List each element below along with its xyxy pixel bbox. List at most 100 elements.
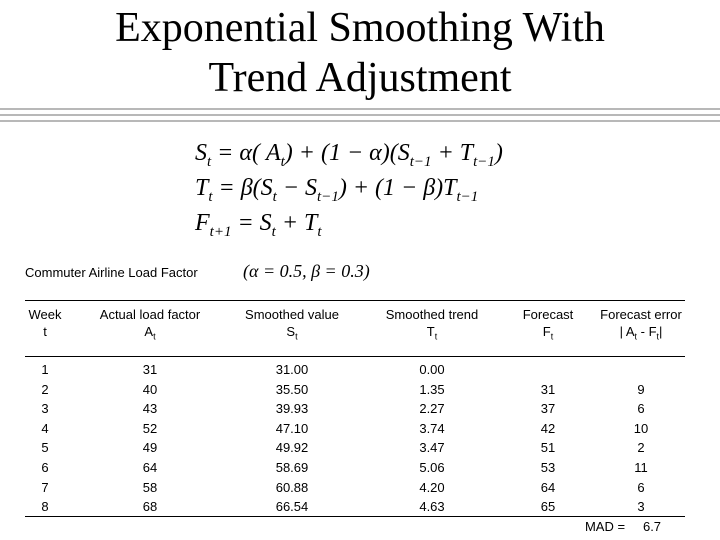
header-cell: t [43,324,47,339]
table-cell: 58 [142,479,158,495]
table-caption: Commuter Airline Load Factor [25,265,198,280]
text-run: F [195,210,210,236]
table-cell: 3.47 [419,440,445,456]
table-cell: 40 [142,381,158,397]
table-cell: 4.63 [419,499,445,515]
table-cell: 2.27 [419,401,445,417]
table-cell: 51 [540,440,556,456]
text-run: ) [494,140,503,166]
header-cell: Forecast error [600,307,682,322]
table-cell: 2 [41,381,49,397]
text-run: t [43,324,47,339]
text-run: | A [619,324,635,339]
header-cell: St [286,324,297,342]
table-cell: 4 [41,420,49,436]
text-run: T [426,324,435,339]
table-cell: 5.06 [419,460,445,475]
table-cell: 8 [41,499,49,515]
table-cell: 42 [540,420,556,436]
header-cell: Week [28,307,62,322]
table-cell: 58.69 [275,460,309,475]
table-cell: 2 [637,440,645,456]
table-cell: 35.50 [275,381,309,397]
table-cell: 9 [637,381,645,397]
subscript: t [153,331,156,342]
rule [25,300,685,301]
table-cell: 10 [633,420,649,436]
table-cell: 6 [637,479,645,495]
table-cell: 6 [41,460,49,475]
decor-line [0,108,720,110]
header-cell: Actual load factor [99,307,201,322]
text-run: − S [276,175,318,201]
subscript: t [295,331,298,342]
subscript: t−1 [456,188,479,205]
table-cell: 31.00 [275,362,309,377]
table-cell: 3 [41,401,49,417]
table-cell: 31 [142,362,158,377]
subscript: t [271,223,276,240]
table-cell: 6 [637,401,645,417]
rule [25,516,685,517]
table-cell: 60.88 [275,479,309,495]
subscript: t−1 [473,153,495,170]
mad-label: MAD = [584,519,626,534]
table-cell: 47.10 [275,420,309,436]
table-cell: 49 [142,440,158,456]
table-cell: 49.92 [275,440,309,456]
text-run: = α( A [211,140,281,166]
table-cell: 64 [142,460,158,475]
text-run: T [195,175,209,201]
text-run: S [195,140,207,166]
table-cell: 11 [634,460,648,475]
table-cell: 65 [540,499,556,515]
table-cell: 66.54 [275,499,309,515]
table-cell: 39.93 [275,401,309,417]
text-run: - F [637,324,657,339]
table-cell: 1 [41,362,49,377]
subscript: t [272,188,277,205]
table-cell: 1.35 [419,381,445,397]
subscript: t [634,331,638,342]
subscript: t [280,153,285,170]
text-run: F [542,324,551,339]
decor-line [0,120,720,122]
text-run: S [286,324,296,339]
table-cell: 5 [41,440,49,456]
header-cell: At [144,324,155,342]
formula: St = α( At) + (1 − α)(St−1 + Tt−1) [195,140,503,171]
text-run: | [659,324,663,339]
text-run: A [144,324,154,339]
mad-value: 6.7 [642,519,662,534]
subscript: t [550,331,554,342]
header-cell: Smoothed value [245,307,339,322]
table-cell: 4.20 [419,479,445,495]
table-cell: 53 [540,460,556,475]
rule [25,356,685,357]
text-run: = S [231,210,272,236]
table-cell: 0.00 [419,362,445,377]
subscript: t [434,331,438,342]
text-run: + T [275,210,318,236]
text-run: = β(S [212,175,273,201]
subscript: t [207,153,212,170]
formula: Tt = β(St − St−1) + (1 − β)Tt−1 [195,175,478,206]
table-cell: 68 [142,499,158,515]
text-run: ) + (1 − β)T [338,175,457,201]
table-cell: 3.74 [419,420,445,436]
text-run: ) + (1 − α)(S [284,140,410,166]
subscript: t [317,223,322,240]
subscript: t [208,188,213,205]
subscript: t+1 [209,223,232,240]
subscript: t [656,331,660,342]
table-cell: 3 [637,499,645,515]
header-cell: Tt [427,324,437,342]
table-cell: 7 [41,479,49,495]
title: Exponential Smoothing With [115,5,605,51]
header-cell: Forecast [522,307,574,322]
subscript: t−1 [317,188,339,205]
header-cell: Smoothed trend [385,307,479,322]
table-cell: 31 [540,381,556,397]
decor-line [0,114,720,116]
